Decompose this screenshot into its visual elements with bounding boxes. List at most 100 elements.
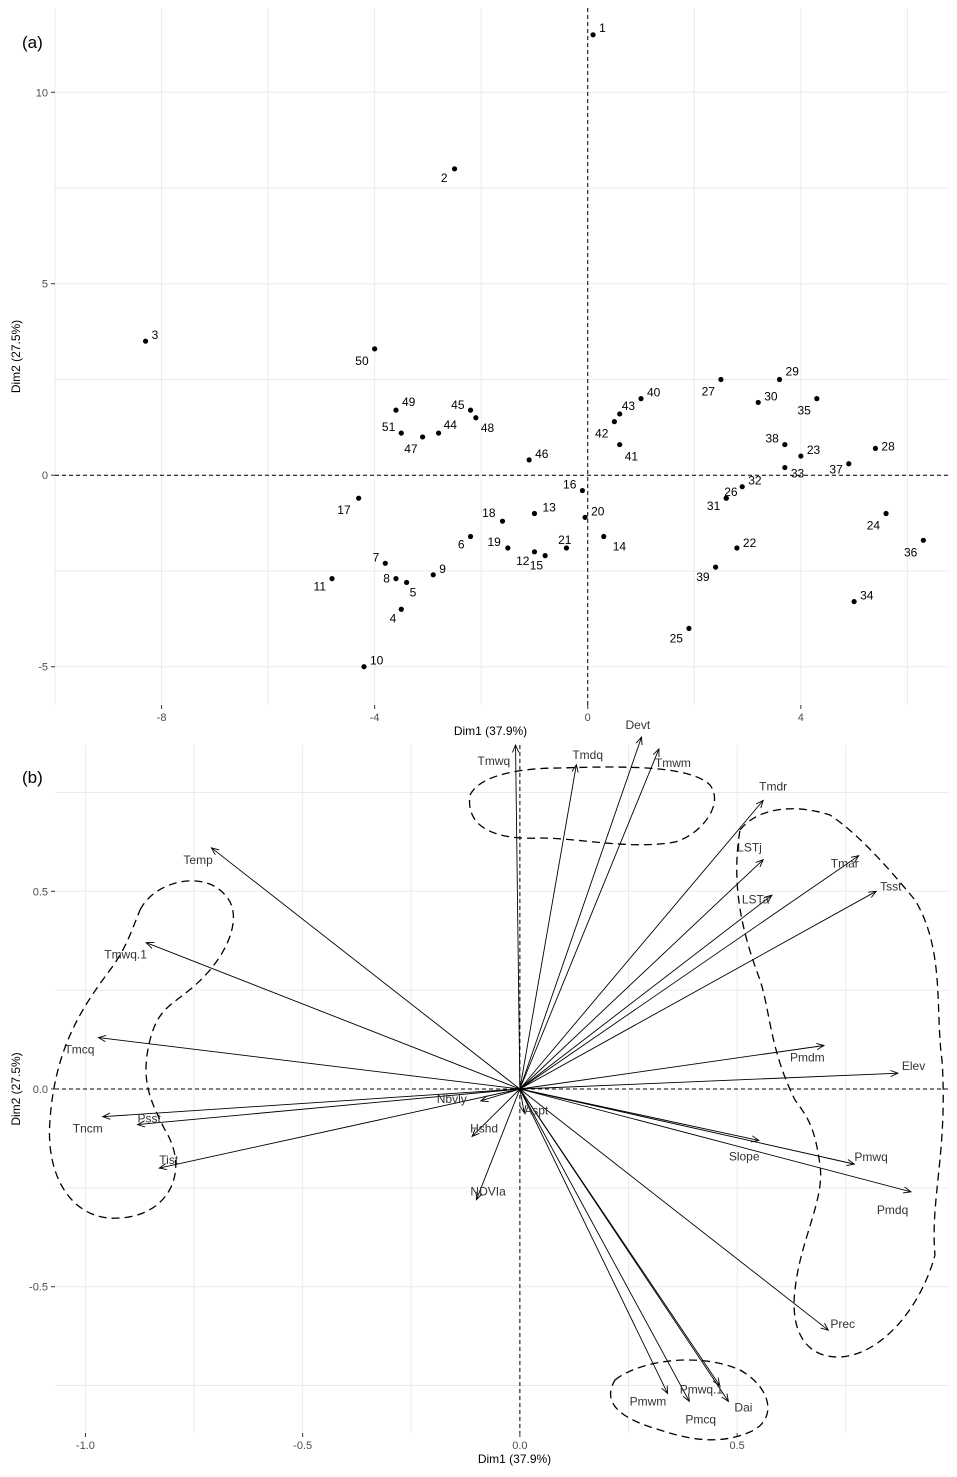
loading-arrowhead bbox=[682, 1393, 690, 1403]
loading-arrow bbox=[519, 855, 860, 1090]
loading-arrow bbox=[98, 1037, 520, 1090]
data-point bbox=[739, 484, 745, 490]
data-point bbox=[398, 606, 404, 612]
data-point bbox=[723, 495, 729, 501]
point-label: 33 bbox=[791, 467, 805, 481]
point-label: 29 bbox=[786, 364, 800, 378]
point-label: 13 bbox=[542, 501, 556, 515]
loading-arrow bbox=[519, 764, 577, 1090]
point-label: 44 bbox=[444, 418, 458, 432]
variable-label: Tmar bbox=[831, 857, 859, 871]
group-outline-bottom bbox=[609, 1359, 769, 1441]
data-point bbox=[404, 579, 410, 586]
point-label: 45 bbox=[451, 398, 465, 412]
loading-arrow bbox=[519, 1088, 729, 1402]
data-point bbox=[734, 545, 740, 551]
point-label: 51 bbox=[382, 420, 396, 434]
data-point bbox=[617, 441, 623, 448]
point-label: 34 bbox=[860, 589, 874, 603]
data-point bbox=[782, 464, 788, 471]
data-point bbox=[435, 430, 442, 436]
loading-arrow bbox=[519, 1088, 855, 1165]
x-tick-label: 0.5 bbox=[729, 1440, 744, 1452]
loading-arrow bbox=[519, 1088, 829, 1331]
point-label: 9 bbox=[439, 562, 446, 576]
loading-arrowhead bbox=[750, 1135, 760, 1143]
data-point bbox=[579, 487, 586, 494]
loading-arrowhead bbox=[755, 858, 765, 868]
loading-arrowhead bbox=[145, 942, 155, 949]
variable-label: Tmcq bbox=[64, 1043, 94, 1057]
data-point bbox=[531, 549, 538, 555]
data-point bbox=[601, 533, 607, 540]
group-outline-right bbox=[736, 808, 944, 1358]
data-point bbox=[563, 545, 570, 551]
point-label: 31 bbox=[707, 499, 721, 513]
loading-arrow bbox=[480, 1088, 521, 1102]
point-label: 50 bbox=[355, 354, 369, 368]
variable-label: Pmwm bbox=[630, 1394, 667, 1408]
loading-arrowhead bbox=[846, 1159, 856, 1166]
data-point bbox=[467, 533, 474, 540]
x-tick-label: -1.0 bbox=[76, 1440, 95, 1452]
loading-arrow bbox=[519, 1045, 825, 1090]
variable-label: Tmwq.1 bbox=[104, 948, 147, 962]
loading-arrowhead bbox=[890, 1069, 900, 1078]
data-point bbox=[329, 576, 335, 582]
point-label: 16 bbox=[563, 478, 577, 492]
loading-arrowhead bbox=[519, 1104, 527, 1114]
x-tick-label: 0.0 bbox=[512, 1440, 527, 1452]
loading-arrow bbox=[519, 1088, 525, 1113]
variable-label: LSTa bbox=[742, 892, 770, 906]
x-tick-label: 4 bbox=[798, 712, 804, 724]
point-label: 20 bbox=[591, 504, 605, 518]
loading-arrowhead bbox=[721, 1393, 730, 1403]
loading-arrowhead bbox=[101, 1112, 111, 1120]
data-point bbox=[361, 664, 367, 670]
data-point bbox=[505, 545, 511, 551]
loading-arrow bbox=[159, 1088, 520, 1169]
data-point bbox=[617, 411, 623, 417]
data-point bbox=[590, 32, 596, 38]
variable-label: Aspt bbox=[524, 1104, 549, 1118]
loading-arrow bbox=[519, 890, 877, 1090]
variable-label: Tmdq bbox=[572, 748, 603, 762]
data-point bbox=[582, 514, 588, 520]
data-point bbox=[430, 572, 436, 578]
loading-arrow bbox=[515, 744, 521, 1090]
loading-arrow bbox=[519, 1088, 690, 1402]
y-axis-label: Dim2 (27.5%) bbox=[9, 320, 23, 393]
data-point bbox=[393, 576, 399, 582]
variable-label: Slope bbox=[729, 1149, 760, 1163]
variable-label: Tsst bbox=[880, 879, 902, 893]
y-tick-label: 0.0 bbox=[33, 1084, 48, 1096]
x-tick-label: -8 bbox=[157, 712, 167, 724]
loading-arrowhead bbox=[210, 847, 220, 856]
loading-arrowhead bbox=[571, 763, 579, 773]
variable-label: Tmwq bbox=[478, 754, 511, 768]
data-point bbox=[814, 396, 820, 402]
loading-arrowhead bbox=[868, 890, 878, 898]
point-label: 21 bbox=[558, 533, 572, 547]
variable-label: Temp bbox=[183, 853, 213, 867]
loading-arrowhead bbox=[820, 1322, 830, 1331]
panel-a-label: (a) bbox=[22, 33, 43, 52]
y-axis-label: Dim2 (27.5%) bbox=[9, 1052, 23, 1125]
point-label: 19 bbox=[487, 535, 501, 549]
data-point bbox=[712, 564, 719, 570]
data-point bbox=[755, 399, 761, 406]
data-point bbox=[542, 553, 548, 559]
x-axis-label: Dim1 (37.9%) bbox=[478, 1452, 551, 1466]
data-point bbox=[356, 495, 362, 501]
point-label: 30 bbox=[764, 389, 778, 403]
point-label: 25 bbox=[670, 631, 684, 645]
data-point bbox=[686, 625, 692, 632]
point-label: 39 bbox=[696, 570, 710, 584]
point-label: 38 bbox=[765, 432, 779, 446]
data-point bbox=[846, 461, 852, 467]
point-label: 6 bbox=[458, 537, 465, 551]
point-label: 7 bbox=[373, 550, 380, 564]
variable-label: Pmcq bbox=[685, 1412, 716, 1426]
point-label: 27 bbox=[702, 384, 716, 398]
data-point bbox=[782, 441, 788, 448]
